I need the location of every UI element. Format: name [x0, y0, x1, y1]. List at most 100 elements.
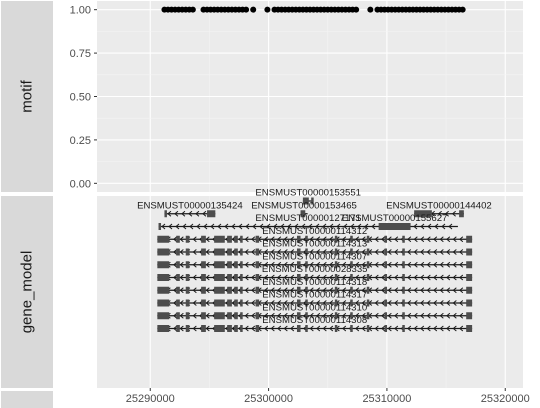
exon [207, 210, 216, 218]
facet-strips: motif gene_model [1, 1, 53, 408]
exon [305, 325, 308, 332]
y-tick-label: 1.00 [70, 5, 91, 17]
exon [305, 248, 308, 256]
exon [201, 299, 206, 307]
exon [227, 299, 232, 307]
exon [201, 286, 206, 294]
strand-arrow [413, 249, 418, 255]
strand-arrow [192, 261, 197, 268]
exon [384, 312, 388, 320]
strand-arrow [426, 287, 431, 294]
strand-arrow [316, 274, 321, 281]
exon [214, 261, 225, 269]
strand-arrow [387, 325, 392, 332]
exon [296, 235, 301, 243]
exon [214, 248, 225, 256]
strand-arrow [426, 236, 431, 243]
strand-arrow [264, 325, 269, 332]
strand-arrow [192, 312, 197, 319]
strand-arrow [433, 312, 438, 319]
transcript-label: ENSMUST00000153551 [255, 188, 361, 199]
exon [234, 299, 238, 307]
strand-arrow [290, 249, 295, 255]
exon [402, 286, 405, 294]
exon [384, 248, 388, 256]
strand-arrow [238, 223, 243, 230]
exon [350, 248, 353, 256]
exon [227, 261, 232, 269]
strand-arrow [413, 300, 418, 306]
exon [366, 274, 370, 281]
strand-arrow [361, 274, 366, 281]
x-tick-label: 25320000 [481, 393, 530, 405]
exon [459, 210, 464, 218]
strand-arrow [179, 261, 184, 268]
exon [157, 286, 170, 294]
strand-arrow [446, 325, 451, 332]
strand-arrow [322, 312, 327, 319]
exon [466, 235, 473, 243]
strand-arrow [374, 261, 379, 268]
exon [227, 312, 232, 320]
strand-arrow [309, 287, 314, 294]
strand-arrow [315, 223, 320, 230]
exon [366, 235, 370, 243]
exon [402, 299, 405, 307]
exon [296, 286, 301, 294]
exon [201, 261, 206, 269]
exon [334, 274, 338, 281]
strand-arrow [283, 274, 288, 281]
exon [176, 312, 180, 320]
exon [466, 299, 473, 307]
strand-arrow [381, 274, 386, 281]
exon [157, 274, 170, 281]
strand-arrow [280, 223, 285, 230]
exon [384, 235, 388, 243]
strand-arrow [439, 249, 444, 255]
exon [157, 261, 170, 269]
strand-arrow [387, 236, 392, 243]
exon [366, 299, 370, 307]
strand-arrow [446, 287, 451, 294]
strand-arrow [343, 223, 348, 230]
strand-arrow [196, 223, 201, 230]
strand-arrow [270, 236, 275, 243]
strand-arrow [439, 261, 444, 268]
strand-arrow [387, 274, 392, 281]
strand-arrow [387, 287, 392, 294]
strand-arrow [309, 261, 314, 268]
exon [227, 286, 232, 294]
strand-arrow [322, 236, 327, 243]
strand-arrow [433, 249, 438, 255]
transcript-ENSMUST00000114312 [157, 235, 473, 243]
strand-arrow [205, 274, 210, 281]
strand-arrow [446, 300, 451, 306]
strand-arrow [179, 287, 184, 294]
strand-arrow [329, 325, 334, 332]
strand-arrow [361, 249, 366, 255]
exon [466, 274, 473, 281]
motif-point [353, 6, 360, 13]
strand-arrow [342, 287, 347, 294]
strand-arrow [407, 249, 412, 255]
motif-point [189, 6, 196, 13]
transcript-label: ENSMUST00000114310 [262, 302, 367, 313]
strand-arrow [173, 325, 178, 332]
strand-arrow [309, 300, 314, 306]
exon [366, 312, 370, 320]
strand-arrow [329, 274, 334, 281]
strand-arrow [374, 236, 379, 243]
strand-arrow [381, 300, 386, 306]
strand-arrow [413, 312, 418, 319]
exon [366, 261, 370, 269]
strand-arrow [361, 261, 366, 268]
strand-arrow [407, 274, 412, 281]
strand-arrow [420, 287, 425, 294]
strand-arrow [161, 223, 166, 230]
exon [201, 312, 206, 320]
transcript-label: ENSMUST00000135424 [137, 200, 243, 211]
exon [302, 197, 309, 205]
strand-arrow [329, 249, 334, 255]
strand-arrow [355, 249, 360, 255]
strand-arrow [446, 312, 451, 319]
